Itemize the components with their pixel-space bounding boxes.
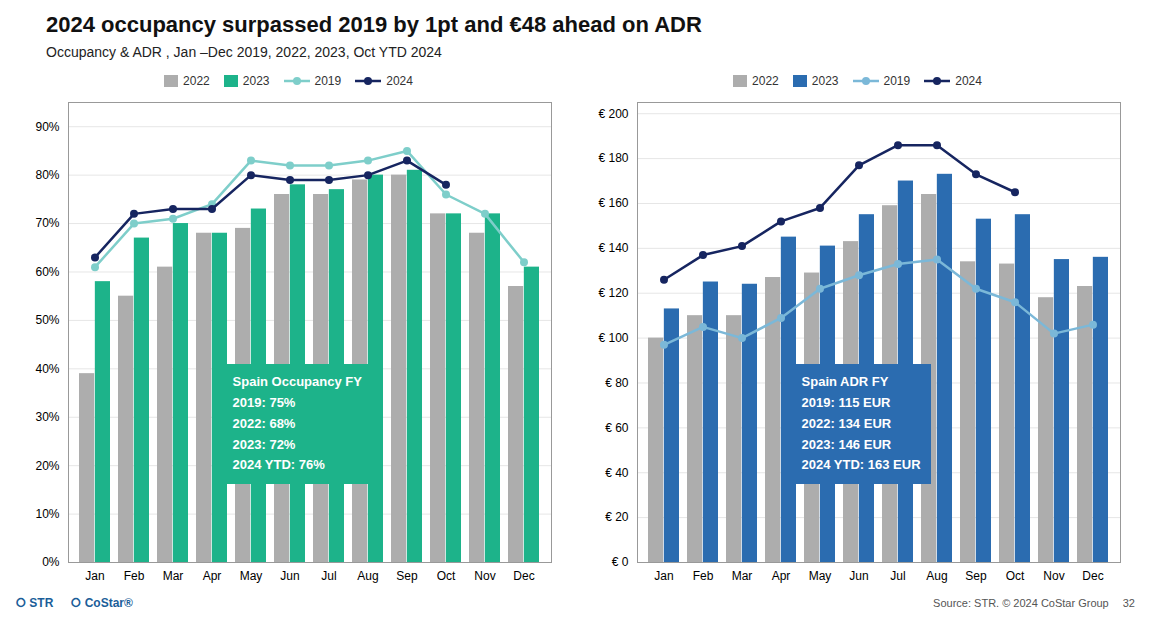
svg-text:Jul: Jul <box>321 569 336 583</box>
svg-text:Mar: Mar <box>163 569 184 583</box>
svg-text:Aug: Aug <box>357 569 378 583</box>
svg-text:€ 100: € 100 <box>598 331 628 345</box>
svg-text:Oct: Oct <box>1006 569 1025 583</box>
html-text:⭘ STR: ⭘ STR <box>16 596 54 610</box>
svg-text:Nov: Nov <box>474 569 495 583</box>
html-text:2022: 2022 <box>183 74 210 88</box>
html-text:2023: 2023 <box>242 74 270 88</box>
svg-text:Dec: Dec <box>1082 569 1103 583</box>
html-text:2024: 2024 <box>955 74 982 88</box>
svg-text:Apr: Apr <box>772 569 791 583</box>
svg-text:€ 80: € 80 <box>605 376 629 390</box>
html-text:Spain ADR FY 2019: 115 EUR 202: Spain ADR FY 2019: 115 EUR 2022: 134 EUR… <box>801 374 921 473</box>
html-text:Source: STR. © 2024 CoStar Gro: Source: STR. © 2024 CoStar Group <box>933 597 1109 609</box>
svg-text:Mar: Mar <box>732 569 753 583</box>
html-text:2019: 2019 <box>883 74 911 88</box>
svg-text:Jun: Jun <box>849 569 868 583</box>
svg-text:Sep: Sep <box>396 569 418 583</box>
svg-text:€ 60: € 60 <box>605 421 629 435</box>
svg-text:May: May <box>809 569 832 583</box>
html-text:2022: 2022 <box>752 74 779 88</box>
html-text:2024: 2024 <box>386 74 413 88</box>
svg-text:May: May <box>240 569 263 583</box>
svg-text:60%: 60% <box>35 265 59 279</box>
svg-text:20%: 20% <box>35 458 59 472</box>
html-text:Spain Occupancy FY 2019: 75% 2: Spain Occupancy FY 2019: 75% 2022: 68% 2… <box>232 374 362 473</box>
svg-text:Jul: Jul <box>890 569 905 583</box>
svg-text:0%: 0% <box>42 555 60 569</box>
svg-text:€ 0: € 0 <box>612 555 629 569</box>
html-text:2019: 2019 <box>314 74 342 88</box>
svg-text:Jan: Jan <box>654 569 673 583</box>
svg-text:€ 180: € 180 <box>598 151 628 165</box>
svg-text:Nov: Nov <box>1043 569 1064 583</box>
svg-text:€ 200: € 200 <box>598 107 628 121</box>
html-text:2023: 2023 <box>811 74 839 88</box>
svg-text:Aug: Aug <box>926 569 947 583</box>
svg-text:€ 160: € 160 <box>598 196 628 210</box>
svg-text:Oct: Oct <box>437 569 456 583</box>
svg-text:€ 140: € 140 <box>598 241 628 255</box>
svg-text:Sep: Sep <box>965 569 987 583</box>
svg-text:30%: 30% <box>35 410 59 424</box>
svg-text:Jun: Jun <box>280 569 299 583</box>
svg-text:€ 20: € 20 <box>605 510 629 524</box>
svg-text:70%: 70% <box>35 216 59 230</box>
svg-text:Apr: Apr <box>203 569 222 583</box>
svg-text:Jan: Jan <box>85 569 104 583</box>
svg-text:50%: 50% <box>35 313 59 327</box>
svg-text:Feb: Feb <box>693 569 714 583</box>
html-text:Occupancy & ADR , Jan –Dec 201: Occupancy & ADR , Jan –Dec 2019, 2022, 2… <box>46 44 442 60</box>
svg-text:Feb: Feb <box>124 569 145 583</box>
svg-text:€ 40: € 40 <box>605 466 629 480</box>
html-text:⭘ CoStar®: ⭘ CoStar® <box>71 596 133 610</box>
svg-text:80%: 80% <box>35 168 59 182</box>
html-text:2024 occupancy surpassed 2019: 2024 occupancy surpassed 2019 by 1pt and… <box>46 12 702 37</box>
html-text:32: 32 <box>1122 597 1135 609</box>
svg-text:€ 120: € 120 <box>598 286 628 300</box>
svg-text:10%: 10% <box>35 507 59 521</box>
svg-text:90%: 90% <box>35 120 59 134</box>
svg-text:Dec: Dec <box>513 569 534 583</box>
svg-text:40%: 40% <box>35 362 59 376</box>
